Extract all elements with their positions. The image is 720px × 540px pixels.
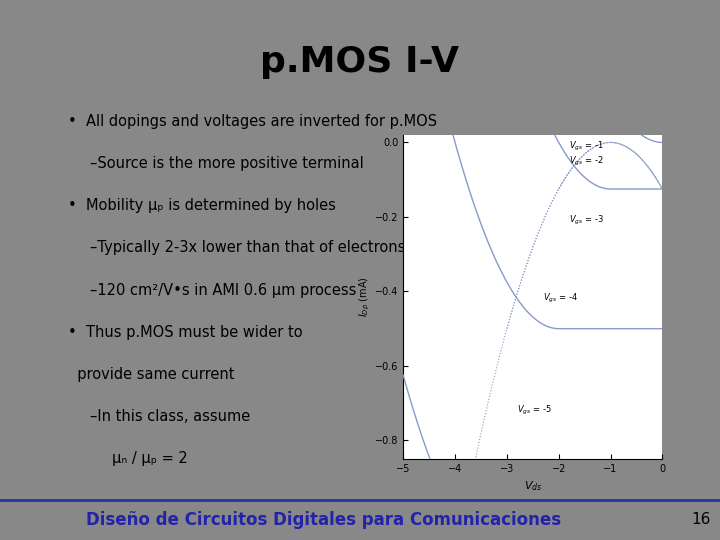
Text: $V_{gs}$ = -4: $V_{gs}$ = -4 — [543, 292, 578, 306]
Text: –Typically 2-3x lower than that of electrons μₙ: –Typically 2-3x lower than that of elect… — [90, 240, 426, 255]
Text: p.MOS I-V: p.MOS I-V — [261, 45, 459, 79]
Text: 16: 16 — [691, 512, 711, 527]
X-axis label: $V_{ds}$: $V_{ds}$ — [523, 480, 542, 493]
Text: provide same current: provide same current — [68, 367, 235, 382]
Text: μₙ / μₚ = 2: μₙ / μₚ = 2 — [112, 451, 187, 467]
Y-axis label: $I_{Dp}$ (mA): $I_{Dp}$ (mA) — [358, 276, 372, 318]
Text: •  Mobility μₚ is determined by holes: • Mobility μₚ is determined by holes — [68, 198, 336, 213]
Text: $V_{gs}$ = -2: $V_{gs}$ = -2 — [569, 156, 603, 168]
Text: –In this class, assume: –In this class, assume — [90, 409, 251, 424]
Text: $V_{gs}$ = -3: $V_{gs}$ = -3 — [569, 214, 604, 227]
Text: $V_{gs}$ = -1: $V_{gs}$ = -1 — [569, 140, 604, 153]
Text: •  All dopings and voltages are inverted for p.MOS: • All dopings and voltages are inverted … — [68, 113, 438, 129]
Text: Diseño de Circuitos Digitales para Comunicaciones: Diseño de Circuitos Digitales para Comun… — [86, 511, 562, 529]
Text: •  Thus p.MOS must be wider to: • Thus p.MOS must be wider to — [68, 325, 303, 340]
Text: $V_{gs}$ = -5: $V_{gs}$ = -5 — [517, 404, 552, 417]
Text: –120 cm²/V•s in AMI 0.6 μm process: –120 cm²/V•s in AMI 0.6 μm process — [90, 282, 356, 298]
Text: –Source is the more positive terminal: –Source is the more positive terminal — [90, 156, 364, 171]
